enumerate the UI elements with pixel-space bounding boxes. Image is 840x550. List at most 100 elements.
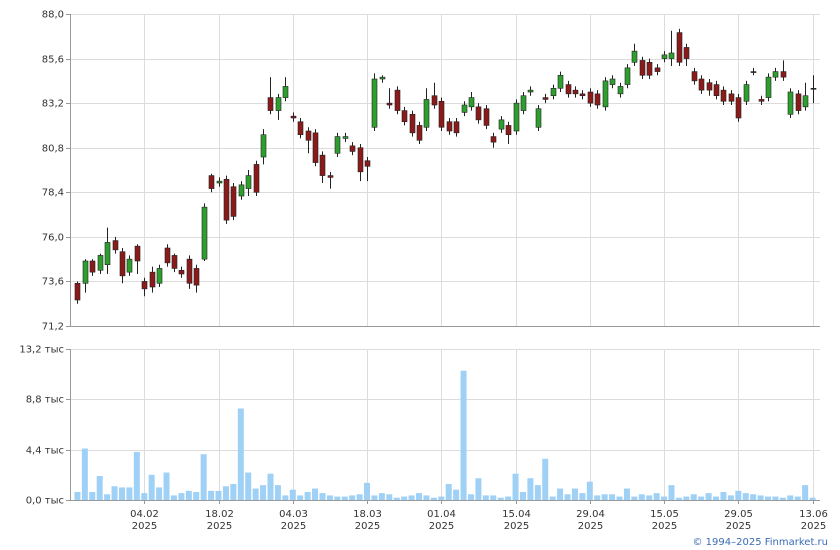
y-tick-label: 71,2	[42, 322, 64, 333]
y-tick-label: 73,6	[42, 277, 64, 288]
x-tick-year: 2025	[429, 521, 454, 532]
candle-body	[743, 84, 750, 102]
candle-body	[461, 104, 468, 113]
volume-bar	[274, 485, 281, 500]
volume-bar	[118, 487, 125, 500]
volume-bar	[668, 485, 675, 500]
candle-body	[334, 136, 341, 154]
candle-body	[104, 242, 111, 266]
candle-body	[431, 95, 438, 106]
y-tick-label: 80,8	[42, 144, 64, 155]
volume-bar	[141, 493, 148, 500]
candle-body	[772, 71, 779, 78]
volume-bar	[386, 494, 393, 500]
x-tick-label: 18.03	[353, 509, 382, 520]
candle-body	[141, 281, 148, 290]
candle-body	[416, 125, 423, 141]
candle-body	[661, 54, 668, 59]
candle-body	[713, 84, 720, 97]
candle-body	[795, 93, 802, 111]
candle-body	[550, 87, 557, 97]
volume-bar	[490, 495, 497, 500]
candle-body	[216, 180, 223, 184]
candle-body	[765, 76, 772, 98]
candle-body	[468, 97, 475, 108]
candle-body	[780, 71, 787, 78]
candle-body	[810, 87, 817, 90]
volume-bar	[482, 495, 489, 500]
candle-body	[706, 82, 713, 91]
volume-bar	[89, 491, 96, 500]
volume-bar	[467, 494, 474, 500]
volume-bar	[453, 489, 460, 500]
volume-bar	[601, 494, 608, 500]
candle-body	[691, 71, 698, 82]
y-tick-label: 78,4	[42, 188, 64, 199]
candle-body	[171, 255, 178, 269]
volume-bar	[289, 489, 296, 500]
candle-body	[193, 268, 200, 286]
x-tick-year: 2025	[801, 521, 826, 532]
candle-body	[349, 145, 356, 152]
candle-body	[97, 255, 104, 271]
volume-bar	[393, 497, 400, 500]
volume-bar	[720, 491, 727, 500]
volume-bar	[260, 485, 267, 500]
volume-bar	[646, 495, 653, 500]
candle-body	[312, 132, 319, 163]
volume-bar	[245, 472, 252, 500]
volume-bar	[765, 496, 772, 500]
candle-body	[275, 97, 282, 111]
candle-body	[802, 95, 809, 108]
volume-bar	[549, 496, 556, 500]
candle-body	[505, 125, 512, 136]
volume-bar	[349, 495, 356, 500]
candle-body	[178, 269, 185, 275]
volume-bar	[794, 496, 801, 500]
candle-body	[787, 91, 794, 115]
x-tick-label: 04.03	[279, 509, 308, 520]
volume-bar	[564, 494, 571, 500]
volume-bar	[156, 487, 163, 500]
x-tick-year: 2025	[207, 521, 232, 532]
volume-bar	[579, 493, 586, 500]
volume-bar	[631, 496, 638, 500]
volume-bar	[312, 488, 319, 500]
y-tick-label: 85,6	[42, 55, 64, 66]
volume-bar	[364, 482, 371, 500]
volume-bar	[185, 490, 192, 500]
volume-bar	[215, 490, 222, 500]
candle-body	[149, 271, 156, 288]
x-tick-year: 2025	[578, 521, 603, 532]
candle-body	[520, 95, 527, 111]
volume-bar	[282, 495, 289, 500]
volume-bar	[497, 497, 504, 500]
x-tick-year: 2025	[281, 521, 306, 532]
candle-body	[446, 121, 453, 132]
volume-bar	[809, 497, 816, 500]
x-tick-label: 29.04	[576, 509, 605, 520]
volume-bar	[519, 491, 526, 500]
volume-bar	[445, 483, 452, 500]
candle-body	[409, 113, 416, 134]
volume-bar	[542, 458, 549, 500]
candle-body	[74, 282, 81, 301]
volume-bar	[609, 494, 616, 500]
volume-bar	[750, 494, 757, 500]
candle-body	[253, 164, 260, 193]
volume-bar	[616, 496, 623, 500]
candle-body	[646, 61, 653, 76]
candle-body	[186, 258, 193, 284]
candle-body	[119, 251, 126, 277]
volume-bar	[586, 481, 593, 500]
y-tick-label: 8,8 тыс	[26, 395, 64, 406]
candle-body	[683, 47, 690, 59]
volume-bar	[727, 495, 734, 500]
volume-bar	[81, 448, 88, 500]
candle-body	[401, 110, 408, 123]
volume-bar	[802, 485, 809, 500]
candle-body	[156, 268, 163, 284]
copyright-link[interactable]: © 1994–2025 Finmarket.ru	[692, 537, 828, 548]
volume-bar	[230, 483, 237, 500]
candle-body	[490, 136, 497, 143]
